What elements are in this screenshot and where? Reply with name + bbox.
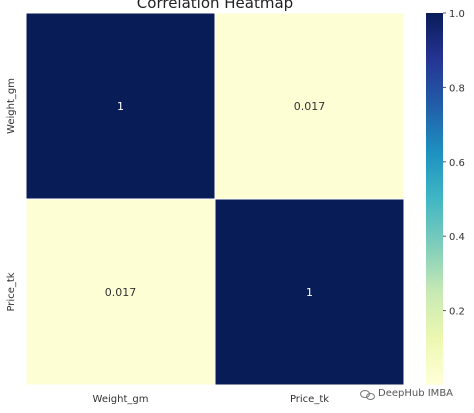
colorbar-tick-label: 0.4 [449,232,465,243]
heatmap-cell [214,198,405,386]
chart-title: Correlation Heatmap [137,0,293,12]
cell-value-label: 0.017 [105,286,137,299]
colorbar: 0.2 0.4 0.6 0.8 1.0 [426,9,465,385]
y-axis: Weight_gm Price_tk [6,78,17,312]
y-tick-label: Weight_gm [6,78,17,134]
colorbar-tick-label: 1.0 [449,9,465,20]
cell-value-label: 1 [306,286,313,299]
heatmap-cells: 1 0.017 0.017 1 [25,12,405,386]
colorbar-tick-label: 0.6 [449,158,465,169]
colorbar-tick-label: 0.2 [449,307,465,318]
y-tick-label: Price_tk [6,272,17,311]
watermark: DeepHub IMBA [360,388,454,400]
watermark-text: DeepHub IMBA [378,388,454,399]
heatmap-cell [25,12,216,200]
x-tick-label: Weight_gm [93,394,149,405]
x-tick-label: Price_tk [290,394,329,405]
cell-value-label: 1 [117,100,124,113]
colorbar-tick-label: 0.8 [449,83,465,94]
wechat-icon [360,389,375,400]
colorbar-gradient [426,13,443,385]
x-axis: Weight_gm Price_tk [93,394,330,405]
cell-value-label: 0.017 [294,100,326,113]
heatmap-cell [214,12,405,200]
heatmap-cell [25,198,216,386]
